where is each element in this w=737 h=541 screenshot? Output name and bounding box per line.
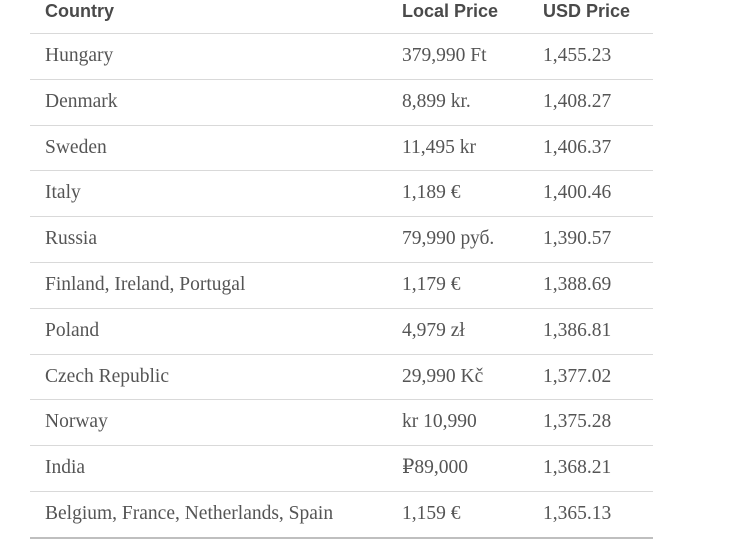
country-cell: Italy: [45, 182, 81, 204]
usd-price-cell: 1,388.69: [543, 274, 612, 295]
row-divider: [30, 399, 653, 400]
country-cell: Denmark: [45, 90, 118, 112]
country-cell: Finland, Ireland, Portugal: [45, 274, 246, 295]
row-divider: [30, 354, 653, 355]
usd-price-cell: 1,455.23: [543, 45, 612, 66]
usd-price-cell: 1,368.21: [543, 457, 612, 479]
row-divider: [30, 262, 653, 263]
column-header: Country: [45, 1, 114, 21]
local-price-cell: 4,979 zł: [402, 319, 465, 341]
local-price-cell: 379,990 Ft: [402, 45, 487, 66]
usd-price-cell: 1,386.81: [543, 319, 612, 341]
row-divider: [30, 537, 653, 539]
usd-price-cell: 1,377.02: [543, 365, 612, 387]
row-divider: [30, 308, 653, 309]
local-price-cell: 11,495 kr: [402, 136, 477, 158]
row-divider: [30, 216, 653, 217]
column-header: Local Price: [402, 1, 499, 21]
local-price-cell: 1,179 €: [402, 274, 461, 295]
local-price-cell: 1,159 €: [402, 503, 461, 524]
row-divider: [30, 79, 653, 80]
usd-price-cell: 1,406.37: [543, 136, 612, 158]
country-cell: Hungary: [45, 45, 114, 66]
country-cell: Poland: [45, 319, 100, 341]
local-price-cell: 8,899 kr.: [402, 90, 471, 112]
local-price-cell: ₽89,000: [402, 457, 469, 479]
local-price-cell: kr 10,990: [402, 411, 477, 433]
country-cell: India: [45, 457, 86, 479]
usd-price-cell: 1,400.46: [543, 182, 612, 204]
usd-price-cell: 1,375.28: [543, 411, 612, 433]
usd-price-cell: 1,365.13: [543, 503, 612, 524]
usd-price-cell: 1,408.27: [543, 90, 612, 112]
row-divider: [30, 33, 653, 34]
row-divider: [30, 170, 653, 171]
local-price-cell: 79,990 руб.: [402, 228, 495, 250]
country-cell: Sweden: [45, 136, 107, 158]
country-cell: Russia: [45, 228, 98, 250]
usd-price-cell: 1,390.57: [543, 228, 612, 250]
local-price-cell: 1,189 €: [402, 182, 461, 204]
country-cell: Czech Republic: [45, 365, 169, 387]
column-header: USD Price: [543, 1, 631, 21]
row-divider: [30, 125, 653, 126]
row-divider: [30, 491, 653, 492]
country-cell: Norway: [45, 411, 108, 433]
country-cell: Belgium, France, Netherlands, Spain: [45, 503, 334, 524]
local-price-cell: 29,990 Kč: [402, 365, 484, 387]
row-divider: [30, 445, 653, 446]
